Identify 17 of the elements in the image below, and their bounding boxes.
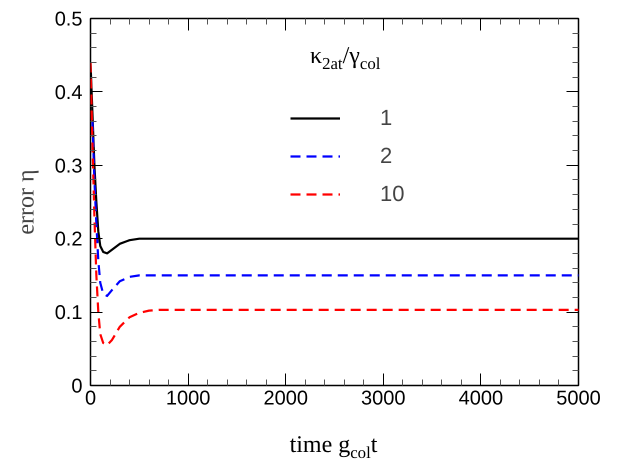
legend-label: 1 bbox=[380, 105, 394, 131]
y-tick-label: 0.1 bbox=[54, 302, 83, 324]
x-tick-label: 5000 bbox=[556, 388, 601, 410]
y-tick-label: 0.2 bbox=[54, 228, 83, 251]
x-axis-title: time g$_{col}$t bbox=[290, 432, 378, 462]
legend-title: κ$_{2at}$/γ$_{col}$ bbox=[310, 43, 380, 73]
y-tick-label: 0.5 bbox=[54, 8, 83, 30]
x-tick-label: 3000 bbox=[361, 388, 406, 410]
x-tick-label: 4000 bbox=[458, 388, 504, 410]
y-axis-title: error η bbox=[14, 169, 40, 235]
y-tick-label: 0.4 bbox=[54, 82, 83, 104]
x-tick-label: 1000 bbox=[166, 388, 210, 410]
x-tick-label: 0 bbox=[84, 388, 96, 410]
x-tick-label: 2000 bbox=[263, 388, 308, 410]
legend-label: 2 bbox=[380, 143, 394, 169]
legend-label: 10 bbox=[380, 181, 404, 207]
y-tick-label: 0.3 bbox=[54, 155, 83, 178]
